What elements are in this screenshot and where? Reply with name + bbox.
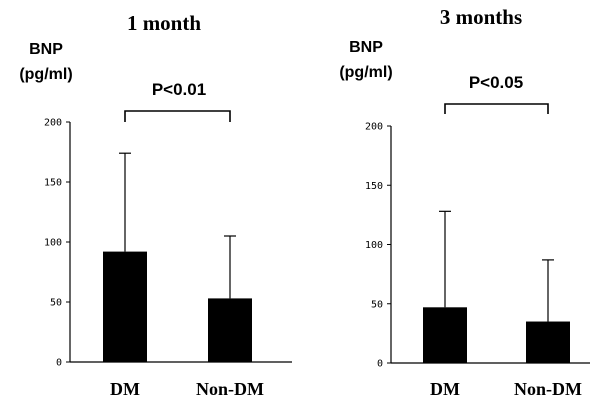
- y-axis-label-line-2: (pg/ml): [19, 66, 72, 83]
- y-axis-label-line-1: BNP: [349, 39, 383, 56]
- chart-marks: 0 50 100 150 200 DM Non-DM: [365, 103, 590, 399]
- chart-panel-1-month: 1 month BNP (pg/ml) P<0.01 0 50 100 150 200 D…: [19, 11, 292, 399]
- chart-marks: 0 50 100 150 200 DM Non-DM: [44, 110, 292, 399]
- y-tick-label: 100: [44, 238, 62, 249]
- y-tick-label: 150: [44, 178, 62, 189]
- bar: [103, 251, 147, 362]
- bar: [526, 321, 570, 363]
- significance-label: P<0.05: [469, 73, 523, 92]
- y-axis-label-line-2: (pg/ml): [339, 64, 392, 81]
- category-label: DM: [110, 379, 140, 399]
- significance-bracket: [444, 103, 549, 114]
- y-tick-label: 100: [365, 240, 383, 251]
- bar: [423, 307, 467, 363]
- category-label: Non-DM: [196, 379, 264, 399]
- y-tick-label: 150: [365, 181, 383, 192]
- y-tick-label: 50: [371, 299, 383, 310]
- y-axis-label-line-1: BNP: [29, 41, 63, 58]
- chart-title: 3 months: [440, 5, 522, 29]
- category-label: DM: [430, 379, 460, 399]
- y-tick-label: 0: [56, 358, 62, 369]
- category-label: Non-DM: [514, 379, 582, 399]
- y-tick-label: 50: [50, 298, 62, 309]
- chart-title: 1 month: [127, 11, 201, 35]
- significance-label: P<0.01: [152, 80, 206, 99]
- chart-panel-3-months: 3 months BNP (pg/ml) P<0.05 0 50 100 150 200…: [339, 5, 590, 399]
- y-tick-label: 200: [365, 122, 383, 133]
- significance-bracket: [124, 110, 231, 122]
- y-tick-label: 200: [44, 118, 62, 129]
- bar: [208, 298, 252, 362]
- y-tick-label: 0: [377, 359, 383, 370]
